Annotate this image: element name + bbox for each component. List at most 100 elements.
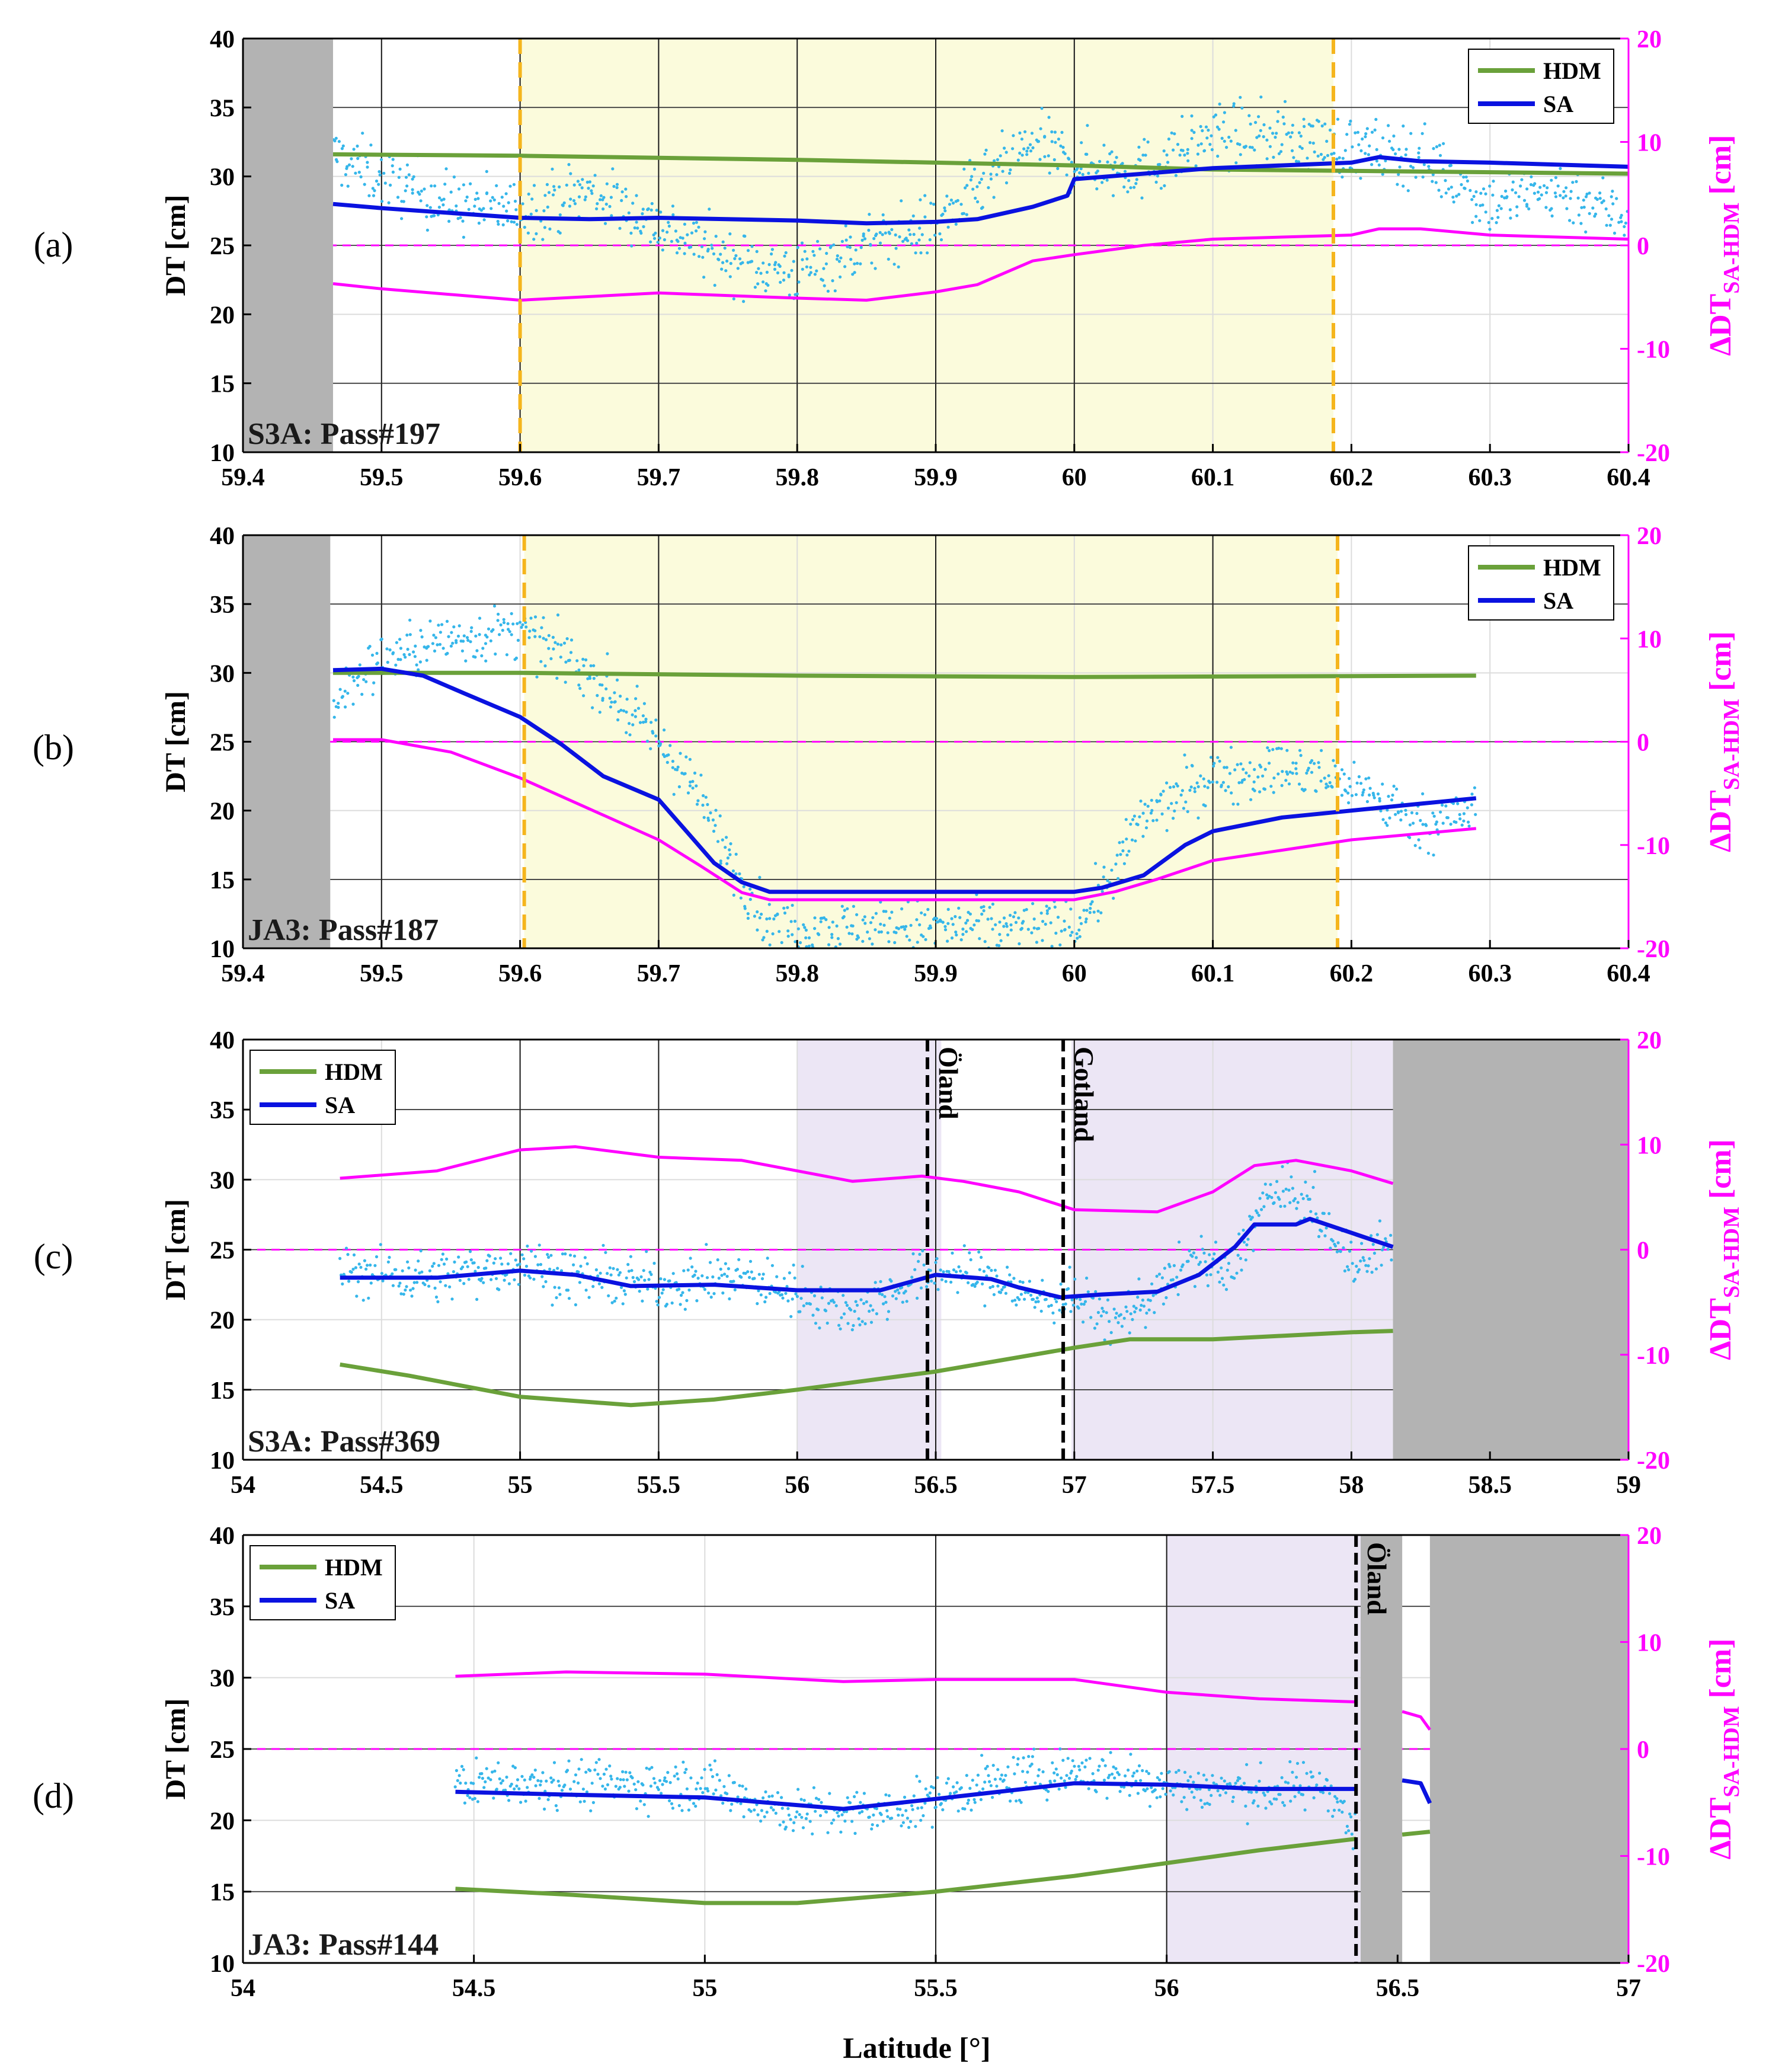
sla-dot [1272,776,1276,780]
sla-dot [1432,853,1435,857]
sla-dot [1218,1793,1222,1797]
sla-dot [726,856,730,860]
sla-dot [559,1269,564,1272]
sla-dot [499,1782,503,1785]
sla-dot [955,933,958,937]
sla-dot [1588,191,1591,195]
pass-title-c: S3A: Pass#369 [248,1425,440,1459]
sla-dot [1308,141,1312,145]
sla-dot [900,1286,904,1289]
legend-label-hdm: HDM [1543,57,1601,84]
sla-dot [988,1286,992,1290]
sla-dot [695,802,699,806]
sla-dot [1292,1784,1295,1788]
sla-dot [474,634,478,638]
sla-dot [453,1260,456,1264]
y-tick-label-a-0: 10 [210,440,235,467]
sla-dot [1083,1765,1087,1769]
sla-dot [485,192,489,196]
sla-dot [729,261,732,266]
sla-dot [1005,1786,1009,1789]
sla-dot [642,225,645,229]
sla-dot [923,194,927,197]
sla-dot [1169,785,1172,789]
sla-dot [1515,205,1519,209]
sla-dot [1268,1194,1271,1198]
sla-dot [1533,191,1536,195]
sla-dot [577,1270,580,1274]
sla-dot [1186,1779,1190,1783]
sla-dot [863,1322,867,1326]
sla-dot [991,1764,995,1767]
sla-dot [345,165,349,168]
sla-dot [400,217,404,220]
sla-dot [1234,129,1237,132]
sla-dot [1027,1755,1031,1758]
sla-dot [1256,775,1260,779]
sla-dot [950,936,954,940]
sla-dot [344,1246,348,1250]
sla-dot [372,681,376,685]
sla-dot [943,928,948,932]
sla-dot [582,664,586,667]
sla-dot [626,1262,630,1267]
sla-dot [813,927,817,931]
sla-dot [1202,149,1207,152]
sla-dot [1500,194,1503,198]
sla-dot [608,696,612,700]
sla-dot [705,1276,709,1280]
sla-dot [907,1825,911,1829]
sla-dot [408,653,411,656]
sla-dot [469,640,472,644]
sla-dot [831,279,834,283]
sla-dot [1346,791,1350,795]
sla-dot [1192,1796,1196,1799]
sla-dot [695,784,698,788]
sla-dot [1048,907,1051,910]
sla-dot [1348,785,1352,788]
sla-dot [671,213,675,216]
sla-dot [862,1302,866,1305]
sla-dot [1303,788,1307,791]
sla-dot [984,148,988,152]
sla-dot [1444,804,1448,808]
sla-dot [1239,1256,1242,1260]
sla-dot [974,196,977,200]
sla-dot [933,1281,936,1285]
sla-dot [1101,1758,1105,1762]
sla-dot [1451,802,1455,805]
sla-dot [436,643,439,647]
sla-dot [1106,1776,1110,1779]
sla-dot [475,649,479,653]
sla-dot [526,1786,529,1789]
sla-dot [484,659,488,663]
sla-dot [661,1783,664,1786]
sla-dot [784,1291,788,1295]
sla-dot [642,702,646,705]
sla-dot [1252,1799,1256,1802]
sla-dot [1236,802,1240,806]
sla-dot [1347,801,1351,805]
x-tick-label-d-6: 57 [1616,1975,1641,2002]
sla-dot [402,653,406,657]
sla-dot [1610,195,1613,199]
sla-dot [624,1770,628,1774]
sla-dot [1186,159,1190,162]
y2-tick-label-d-1: -10 [1637,1844,1670,1871]
sla-dot [1301,1197,1305,1200]
x-tick-label-a-7: 60.1 [1191,464,1235,491]
sla-dot [1364,777,1368,781]
sla-dot [782,271,786,274]
y-axis-title-b: DT [cm] [160,691,191,792]
sla-dot [1287,131,1290,135]
sla-dot [990,1268,993,1272]
sla-dot [938,232,942,236]
sla-dot [489,199,492,203]
sla-dot [415,663,418,667]
y-tick-label-a-6: 40 [210,26,235,53]
sla-dot [1058,943,1062,947]
sla-dot [1089,1316,1093,1319]
sla-dot [503,1278,506,1282]
sla-dot [954,915,957,919]
sla-dot [1216,1270,1220,1274]
